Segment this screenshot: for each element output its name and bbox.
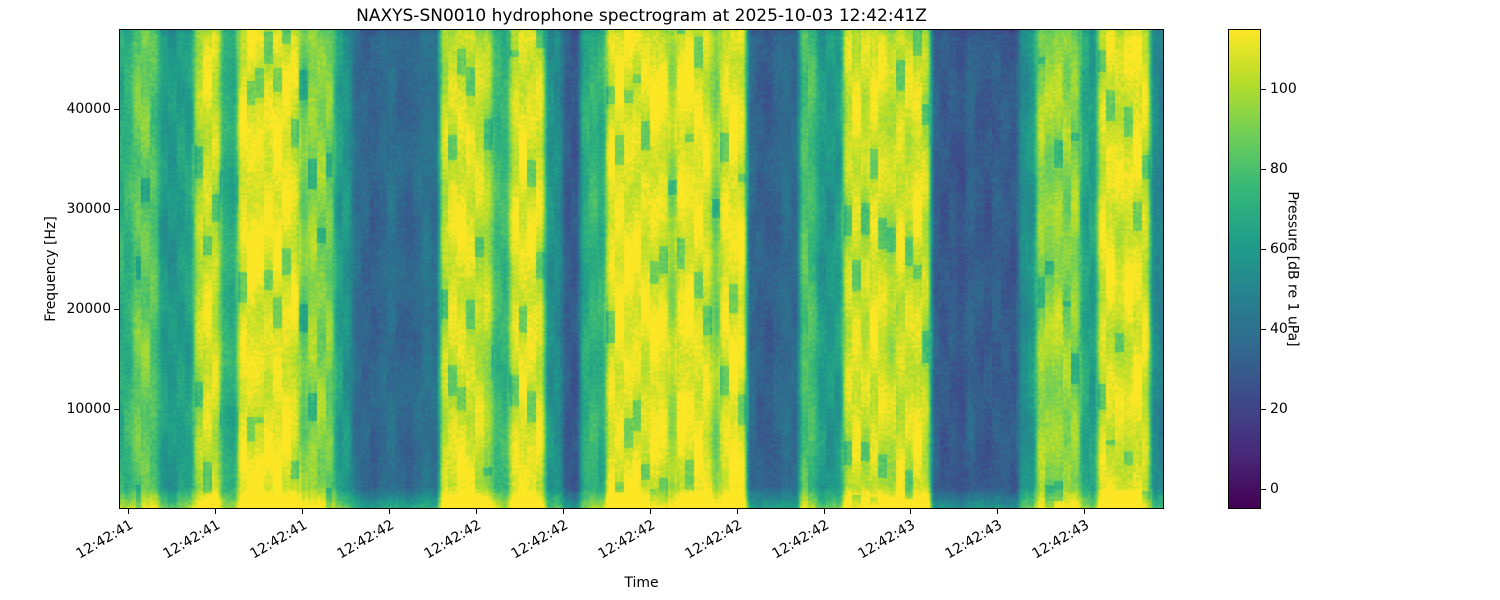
colorbar-tick-label: 20: [1270, 401, 1288, 417]
colorbar-tick-mark: [1261, 168, 1266, 170]
colorbar-tick-label: 60: [1270, 241, 1288, 257]
colorbar-tick-label: 0: [1270, 481, 1279, 497]
colorbar-tick-mark: [1261, 328, 1266, 330]
x-tick-mark: [475, 509, 477, 514]
chart-title: NAXYS-SN0010 hydrophone spectrogram at 2…: [356, 6, 927, 26]
colorbar-canvas: [1228, 29, 1261, 509]
colorbar-tick-label: 40: [1270, 321, 1288, 337]
x-tick-mark: [910, 509, 912, 514]
x-tick-mark: [823, 509, 825, 514]
y-tick-label: 40000: [66, 101, 111, 117]
colorbar-tick-mark: [1261, 248, 1266, 250]
colorbar-tick-label: 100: [1270, 81, 1297, 97]
x-tick-mark: [1084, 509, 1086, 514]
y-tick-label: 20000: [66, 301, 111, 317]
y-tick-mark: [114, 308, 119, 310]
x-tick-mark: [649, 509, 651, 514]
colorbar-tick-mark: [1261, 88, 1266, 90]
colorbar-label-box: Pressure [dB re 1 uPa]: [1282, 29, 1304, 509]
x-tick-mark: [736, 509, 738, 514]
y-tick-label: 10000: [66, 401, 111, 417]
colorbar-tick-label: 80: [1270, 161, 1288, 177]
x-tick-mark: [127, 509, 129, 514]
y-tick-label: 30000: [66, 201, 111, 217]
x-axis-label: Time: [624, 575, 659, 591]
y-tick-mark: [114, 208, 119, 210]
colorbar-tick-mark: [1261, 488, 1266, 490]
x-tick-mark: [301, 509, 303, 514]
spectrogram-canvas: [119, 29, 1164, 509]
x-tick-mark: [388, 509, 390, 514]
colorbar-tick-mark: [1261, 408, 1266, 410]
x-tick-mark: [214, 509, 216, 514]
y-tick-mark: [114, 108, 119, 110]
x-tick-mark: [562, 509, 564, 514]
x-tick-mark: [997, 509, 999, 514]
y-tick-mark: [114, 408, 119, 410]
